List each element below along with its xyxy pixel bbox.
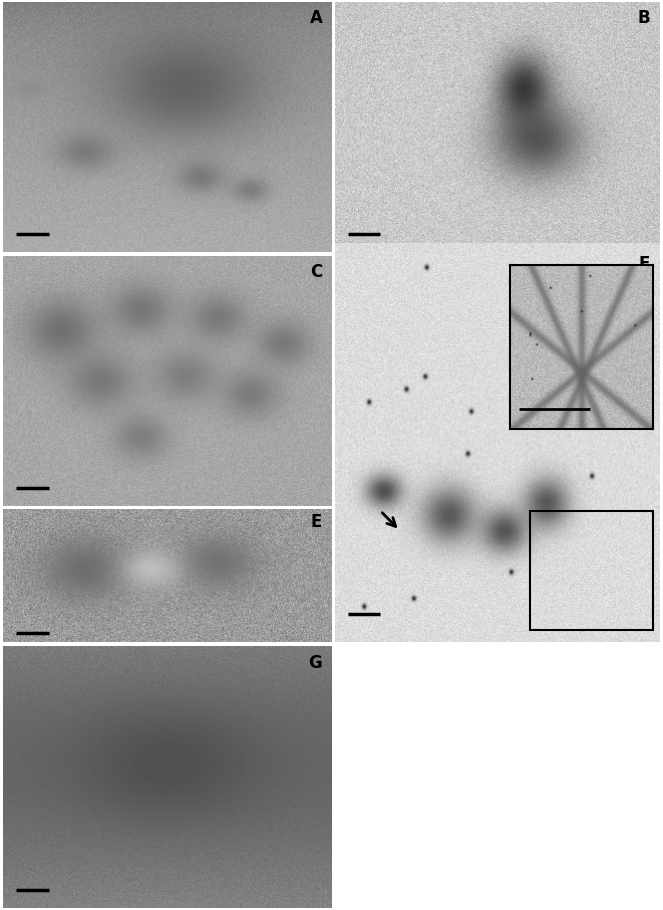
Text: C: C bbox=[310, 263, 322, 281]
Text: F: F bbox=[638, 256, 650, 273]
Bar bbox=[530, 511, 653, 631]
Text: E: E bbox=[311, 513, 322, 531]
Text: B: B bbox=[637, 9, 650, 27]
Text: G: G bbox=[308, 654, 322, 672]
Text: D: D bbox=[636, 263, 650, 281]
Text: A: A bbox=[310, 9, 322, 27]
